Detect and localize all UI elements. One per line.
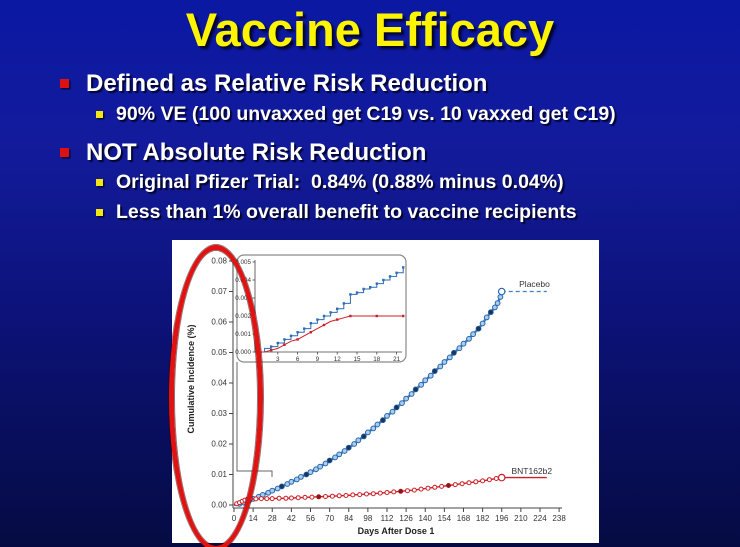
bullet-text: Less than 1% overall benefit to vaccine … (116, 201, 577, 223)
series-label-bnt162b2: BNT162b2 (511, 466, 552, 476)
svg-text:14: 14 (249, 514, 258, 523)
svg-text:42: 42 (287, 514, 296, 523)
svg-text:56: 56 (306, 514, 315, 523)
bullet-text: Defined as Relative Risk Reduction (86, 70, 488, 97)
svg-text:154: 154 (438, 514, 452, 523)
svg-text:210: 210 (514, 514, 528, 523)
bullet-item-4: Original Pfizer Trial: 0.84% (0.88% minu… (96, 171, 564, 194)
svg-text:196: 196 (495, 514, 509, 523)
slide-title: Vaccine Efficacy (185, 3, 555, 56)
svg-text:15: 15 (353, 356, 361, 363)
svg-text:3: 3 (276, 356, 280, 363)
svg-text:168: 168 (457, 514, 471, 523)
svg-text:238: 238 (552, 514, 566, 523)
bullet-text: Original Pfizer Trial: 0.84% (0.88% minu… (116, 171, 564, 193)
svg-text:Days After Dose 1: Days After Dose 1 (358, 526, 435, 536)
svg-text:112: 112 (381, 514, 394, 523)
x-axis: 0 14 28 42 56 70 84 98 112 126 140 154 168 182 196 210 2… (232, 507, 566, 536)
bullet-marker-red (60, 148, 69, 157)
svg-text:18: 18 (373, 356, 381, 363)
svg-text:224: 224 (533, 514, 547, 523)
bullet-item-5: Less than 1% overall benefit to vaccine … (96, 201, 577, 224)
bullet-marker-yellow (96, 111, 103, 118)
bullet-text: NOT Absolute Risk Reduction (86, 139, 427, 166)
svg-text:12: 12 (334, 356, 342, 363)
bullet-item-2: 90% VE (100 unvaxxed get C19 vs. 10 vaxx… (96, 103, 616, 126)
svg-text:84: 84 (344, 514, 353, 523)
bullet-item-3: NOT Absolute Risk Reduction (60, 139, 426, 167)
svg-text:0.005: 0.005 (235, 259, 251, 266)
svg-text:28: 28 (268, 514, 277, 523)
svg-text:140: 140 (419, 514, 433, 523)
series-label-placebo: Placebo (519, 279, 550, 289)
svg-text:21: 21 (393, 356, 401, 363)
svg-text:98: 98 (363, 514, 372, 523)
bullet-marker-yellow (96, 209, 103, 216)
bullet-marker-red (60, 79, 69, 88)
placebo-series: Placebo (233, 279, 550, 507)
red-ellipse-annotation (169, 245, 263, 547)
bullet-marker-yellow (96, 179, 103, 186)
svg-text:9: 9 (316, 356, 320, 363)
svg-text:182: 182 (476, 514, 490, 523)
svg-text:70: 70 (325, 514, 334, 523)
svg-text:6: 6 (296, 356, 300, 363)
svg-text:126: 126 (399, 514, 413, 523)
bullet-text: 90% VE (100 unvaxxed get C19 vs. 10 vaxx… (116, 103, 616, 125)
bullet-item-1: Defined as Relative Risk Reduction (60, 70, 487, 98)
